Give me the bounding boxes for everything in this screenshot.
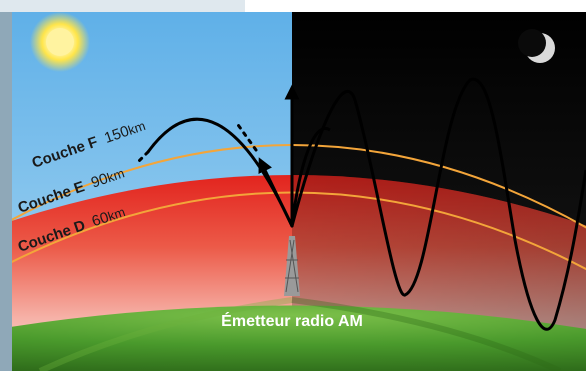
moon-icon (518, 29, 555, 63)
night-skywave-2 (290, 127, 331, 227)
sun-icon (30, 12, 90, 72)
earth (12, 305, 586, 371)
transmitter-mast (284, 236, 300, 296)
transmitter-label: Émetteur radio AM (221, 311, 363, 330)
wave-f-dotted (136, 150, 150, 164)
wave-f-layer (146, 117, 294, 228)
wave-e-dotted (234, 120, 258, 152)
night-skywave (290, 77, 586, 331)
day-waves (136, 84, 300, 228)
